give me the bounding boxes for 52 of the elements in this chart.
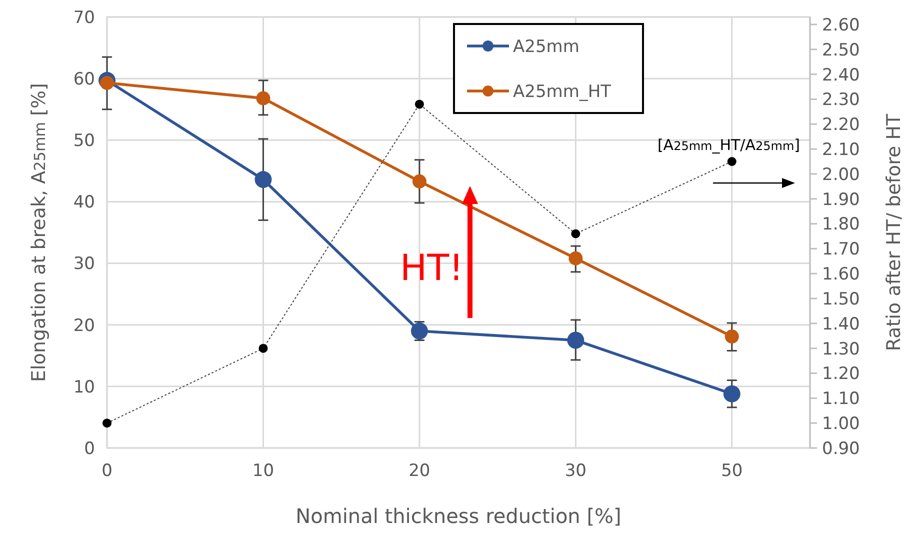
y2-tick-label: 1.30: [822, 339, 860, 360]
y2-tick-label: 1.10: [822, 389, 860, 410]
point: [100, 76, 114, 90]
annotation: [A25mm_HT/A25mm]: [657, 136, 800, 154]
x-tick-label: 50: [721, 461, 743, 481]
x-tick-label: 20: [408, 461, 430, 481]
x-tick-label: 0: [102, 461, 112, 481]
y2-tick-label: 2.00: [822, 164, 860, 185]
y2-tick-label: 1.90: [822, 190, 860, 210]
y2-tick-label: 1.20: [822, 364, 860, 384]
y2-tick-label: 0.90: [822, 438, 860, 459]
point: [414, 100, 424, 109]
point: [254, 171, 272, 188]
y2-tick-label: 1.00: [822, 414, 860, 434]
point: [571, 229, 580, 238]
x-axis-title: Nominal thickness reduction [%]: [296, 504, 622, 528]
point: [724, 330, 739, 344]
y2-tick-label: 1.70: [822, 240, 860, 260]
point: [258, 344, 268, 353]
y-tick-label: 0: [84, 438, 95, 459]
y-tick-label: 60: [73, 70, 95, 90]
point: [727, 156, 736, 166]
legend-label: A25mm: [513, 36, 580, 57]
y-tick-label: 10: [73, 377, 95, 398]
y2-tick-label: 2.30: [822, 90, 860, 110]
y2-tick-label: 2.40: [822, 65, 860, 86]
y2-tick-label: 2.60: [822, 15, 860, 36]
y2-tick-label: 1.60: [822, 264, 860, 285]
annotation: HT!: [400, 248, 464, 289]
y-tick-label: 70: [73, 8, 95, 28]
point: [723, 385, 740, 402]
point: [256, 91, 270, 106]
y-axis-title: Elongation at break, A25mm [%]: [28, 83, 50, 382]
point: [412, 174, 426, 188]
y2-tick-label: 1.50: [822, 289, 860, 310]
y2-axis-title: Ratio after HT/ before HT: [883, 114, 905, 352]
point: [567, 332, 584, 349]
y-tick-label: 40: [73, 192, 95, 213]
y2-tick-label: 2.50: [822, 40, 860, 60]
x-tick-label: 30: [564, 461, 586, 481]
y2-tick-label: 2.20: [822, 115, 860, 136]
y-tick-label: 20: [73, 316, 95, 336]
point: [410, 322, 428, 340]
y2-tick-label: 2.10: [822, 140, 860, 160]
point: [102, 418, 112, 428]
x-tick-label: 10: [252, 461, 274, 481]
y2-tick-label: 1.40: [822, 314, 860, 334]
point: [568, 251, 583, 266]
y-tick-label: 30: [73, 254, 95, 274]
y-tick-label: 50: [73, 131, 95, 152]
legend-label: A25mm_HT: [513, 82, 612, 102]
y2-tick-label: 1.80: [822, 214, 860, 235]
